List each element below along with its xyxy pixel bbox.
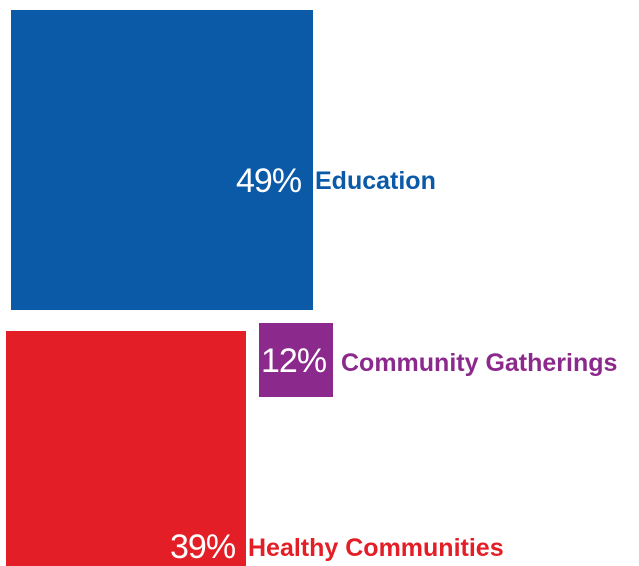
community-gatherings-block (259, 323, 333, 397)
education-block (11, 10, 313, 310)
healthy-communities-percent-label: 39% (170, 528, 236, 566)
healthy-communities-category-label: Healthy Communities (248, 534, 504, 562)
community-gatherings-category-label: Community Gatherings (341, 349, 618, 377)
education-percent-label: 49% (236, 162, 302, 200)
healthy-communities-block (6, 331, 246, 566)
education-category-label: Education (315, 167, 436, 195)
community-gatherings-percent-label: 12% (261, 342, 327, 380)
